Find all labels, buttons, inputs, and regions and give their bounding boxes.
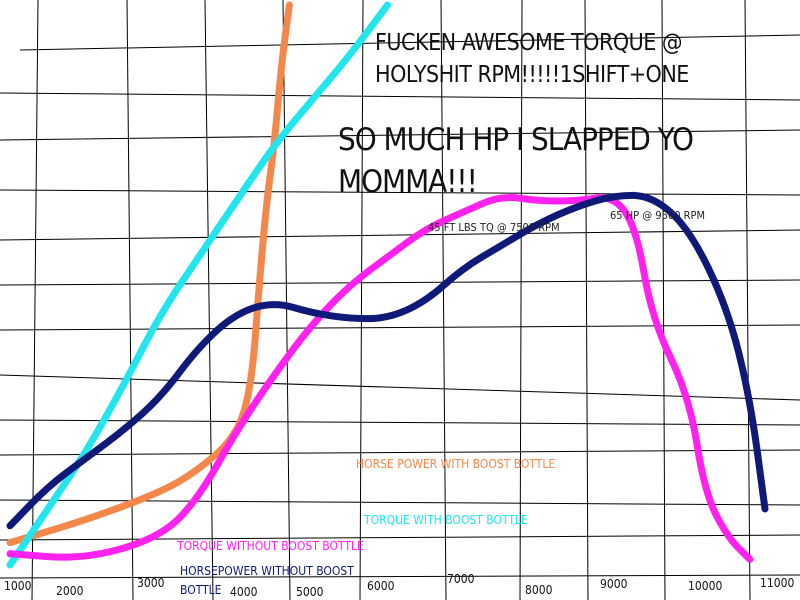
grid-line — [440, 0, 447, 600]
x-tick-label: 5000 — [296, 585, 324, 599]
grid-line — [19, 34, 800, 51]
grid-line — [282, 0, 291, 600]
grid-line — [0, 534, 800, 541]
series-layer — [6, 1, 769, 569]
grid-line — [0, 374, 800, 401]
grid-line — [0, 279, 800, 286]
legend-torque-without-boost: TORQUE WITHOUT BOOST BOTTLE — [176, 539, 364, 553]
legend-hp-without-boost-line-1: HORSEPOWER WITHOUT BOOST — [180, 564, 354, 578]
hp-peak-annotation: 65 HP @ 9500 RPM — [610, 209, 705, 222]
grid-line — [0, 229, 800, 241]
x-tick-label: 7000 — [447, 572, 475, 586]
chart-title-line-2: HOLYSHIT RPM!!!!!1SHIFT+ONE — [375, 62, 689, 88]
grid-line — [661, 0, 666, 600]
grid-line — [519, 0, 523, 600]
chart-subtitle-line-2: MOMMA!!! — [338, 164, 477, 200]
x-tick-labels: 1000 2000 3000 4000 5000 6000 7000 8000 9000 1000… — [4, 572, 794, 599]
grid-line — [0, 449, 800, 456]
grid-line — [0, 92, 800, 101]
chart-subtitle-line-1: SO MUCH HP I SLAPPED YO — [338, 122, 693, 158]
grid-line — [0, 574, 800, 579]
legend-torque-with-boost: TORQUE WITH BOOST BOTTLE — [363, 513, 528, 527]
grid-line — [584, 0, 589, 600]
x-tick-label: 4000 — [230, 585, 258, 599]
legend-hp-with-boost: HORSE POWER WITH BOOST BOTTLE — [356, 457, 555, 471]
x-tick-label: 11000 — [760, 576, 794, 590]
grid-line — [0, 189, 800, 196]
x-tick-label: 1000 — [4, 579, 32, 593]
x-tick-label: 6000 — [367, 579, 395, 593]
grid-line — [0, 324, 800, 331]
series-hp-without-boost — [6, 191, 769, 530]
grid-line — [0, 129, 800, 141]
legend-hp-without-boost-line-2: BOTTLE — [180, 583, 222, 597]
torque-peak-annotation: 45 FT LBS TQ @ 7500 RPM — [428, 221, 560, 234]
x-tick-label: 10000 — [688, 579, 722, 593]
grid-line — [126, 0, 134, 600]
x-tick-label: 3000 — [137, 576, 165, 590]
grid-line — [0, 419, 800, 426]
grid-line — [744, 0, 751, 600]
grid-line — [31, 0, 39, 600]
x-tick-label: 9000 — [600, 577, 628, 591]
grid-line — [204, 0, 214, 600]
series-torque-with-boost — [6, 1, 391, 569]
grid-line — [359, 0, 364, 600]
x-tick-label: 2000 — [56, 584, 84, 598]
chart-title-line-1: FUCKEN AWESOME TORQUE @ — [375, 30, 682, 56]
x-tick-label: 8000 — [525, 583, 553, 597]
series-hp-with-boost — [6, 1, 293, 547]
series-torque-without-boost — [6, 194, 754, 563]
